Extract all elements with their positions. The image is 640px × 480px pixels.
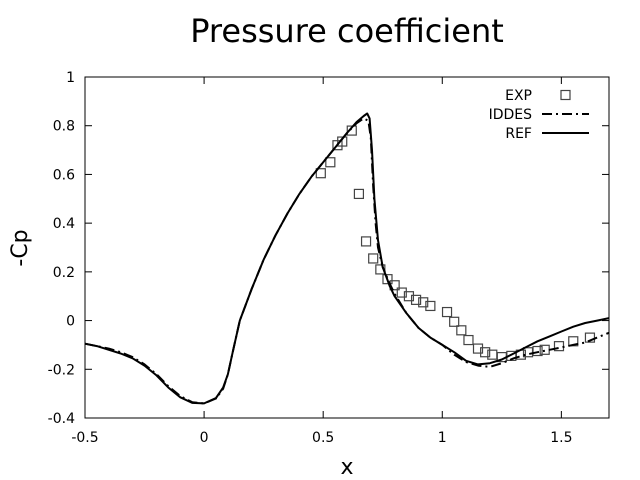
plot-frame <box>84 76 610 419</box>
legend-label: REF <box>505 126 532 142</box>
exp-data-point <box>532 345 543 357</box>
exp-data-point <box>441 306 453 318</box>
y-tick-label: 0 <box>66 314 75 330</box>
legend: EXP IDDES REF <box>489 88 589 142</box>
x-tick-label: 1.5 <box>550 430 572 446</box>
chart-title: Pressure coefficient <box>190 12 504 50</box>
exp-data-point <box>396 287 407 298</box>
exp-data-point <box>449 316 460 327</box>
ref-series-line <box>84 112 610 405</box>
y-axis-label: -Cp <box>8 229 33 266</box>
legend-label: IDDES <box>489 107 533 123</box>
y-tick-label: 0.2 <box>53 265 75 281</box>
exp-data-point <box>472 343 484 354</box>
exp-data-point <box>456 325 467 336</box>
exp-data-point <box>353 188 365 200</box>
x-tick-label: -0.5 <box>71 430 98 446</box>
y-tick-label: 0.4 <box>53 216 75 232</box>
exp-data-point <box>463 334 474 346</box>
y-tick-label: 0.6 <box>53 167 75 183</box>
y-tick-label: -0.2 <box>48 362 75 378</box>
exp-data-point <box>337 136 348 147</box>
axis-ticks: -0.5 0 0.5 1 1.5 -0.4 -0.2 0 0.2 0.4 0.6 0.8 1 <box>48 70 609 446</box>
legend-label: EXP <box>505 88 532 104</box>
exp-data-point <box>382 274 393 285</box>
legend-exp-marker <box>560 89 571 101</box>
x-tick-label: 1 <box>438 430 447 446</box>
exp-data-point <box>425 300 436 312</box>
plot-area <box>84 112 610 405</box>
x-tick-label: 0 <box>200 430 209 446</box>
y-tick-label: 0.8 <box>53 119 75 135</box>
y-tick-label: 1 <box>66 70 75 86</box>
exp-data-point <box>315 168 326 179</box>
exp-data-point <box>360 236 372 247</box>
exp-data-point <box>418 297 429 308</box>
exp-data-point <box>403 291 415 302</box>
exp-data-point <box>375 264 386 275</box>
iddes-series-line <box>84 117 610 405</box>
x-tick-label: 0.5 <box>312 430 334 446</box>
exp-data-point <box>325 157 336 168</box>
x-axis-label: x <box>340 455 353 480</box>
exp-data-point <box>480 347 491 358</box>
exp-data-point <box>368 253 379 264</box>
y-tick-label: -0.4 <box>48 411 75 427</box>
exp-data-point <box>410 294 422 305</box>
